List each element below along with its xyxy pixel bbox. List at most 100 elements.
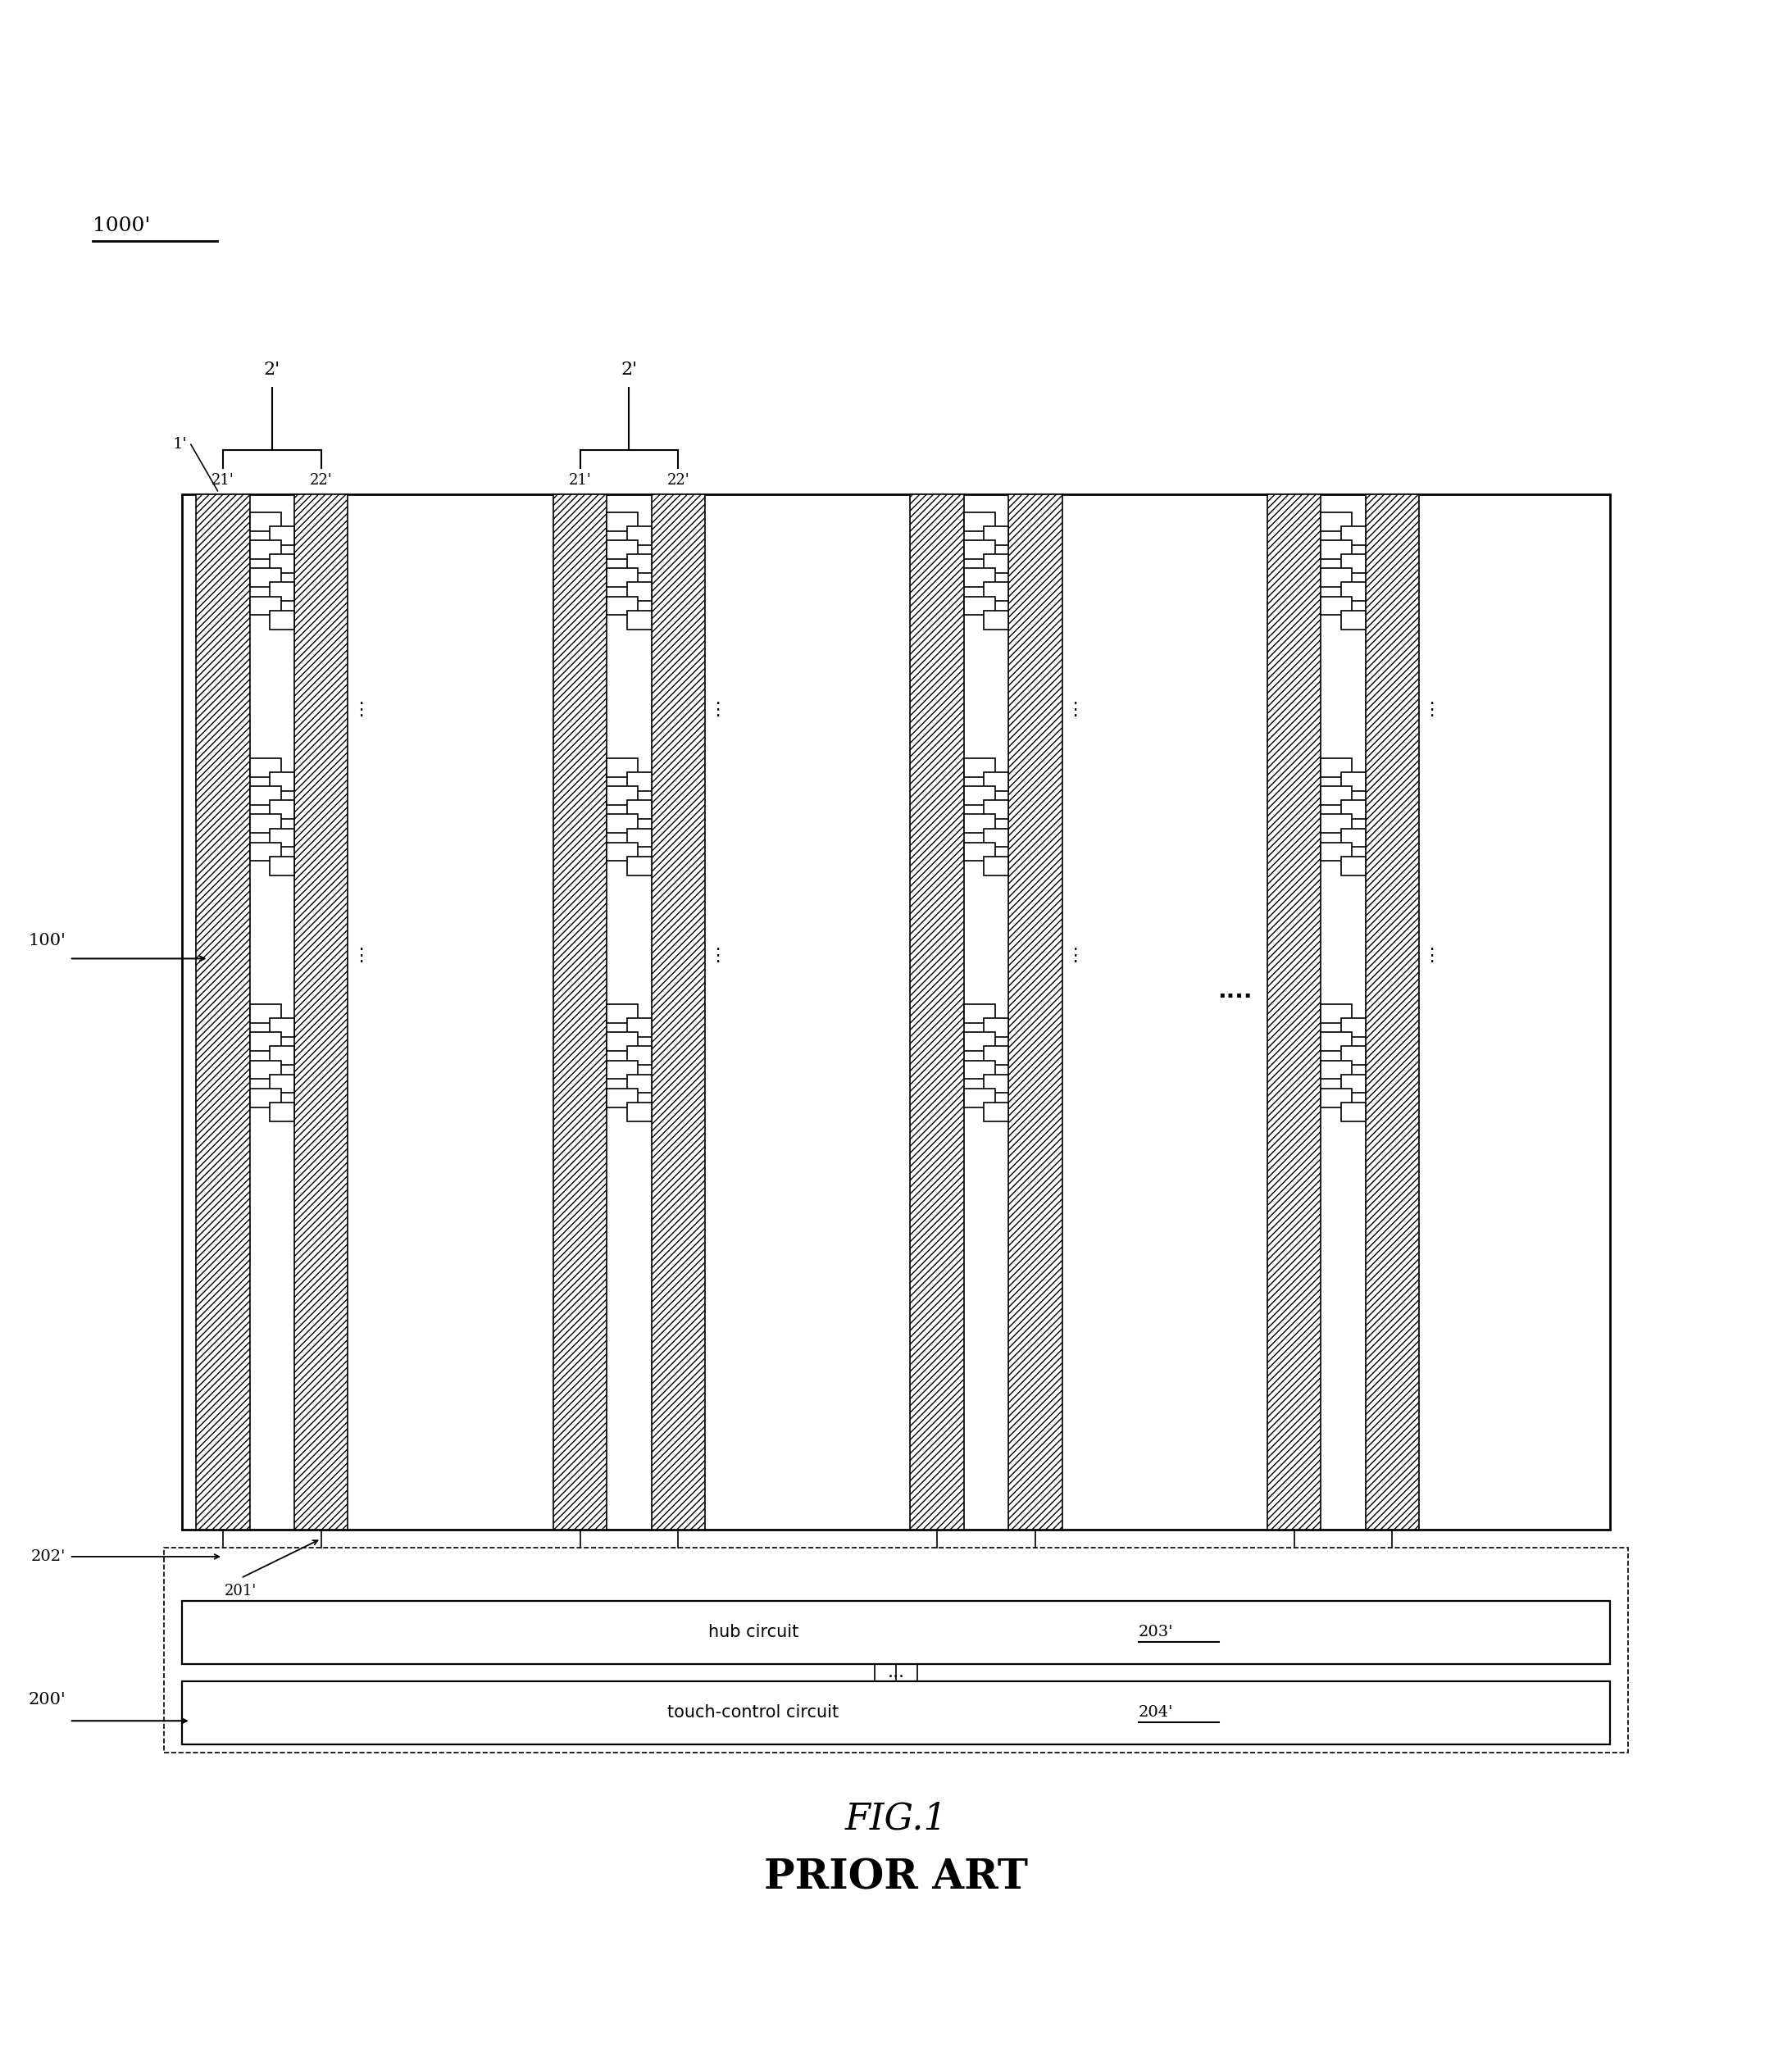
Bar xyxy=(271,525,294,546)
Bar xyxy=(1340,1102,1366,1121)
Bar xyxy=(627,1018,652,1036)
Bar xyxy=(249,787,281,805)
Bar xyxy=(627,1075,652,1094)
Bar xyxy=(964,1088,995,1106)
Bar xyxy=(964,787,995,805)
Bar xyxy=(964,814,995,832)
Text: 1': 1' xyxy=(172,437,188,451)
Text: 200': 200' xyxy=(29,1691,66,1708)
Bar xyxy=(910,494,964,1531)
Bar xyxy=(910,494,964,1531)
Bar xyxy=(607,513,638,531)
Bar xyxy=(183,1681,1609,1745)
Bar xyxy=(1321,1088,1353,1106)
Bar xyxy=(984,1046,1009,1065)
Text: 100': 100' xyxy=(29,933,66,948)
Text: ⋮: ⋮ xyxy=(1066,702,1084,719)
Bar xyxy=(984,610,1009,628)
Bar xyxy=(1366,494,1419,1531)
Bar xyxy=(627,1046,652,1065)
Bar xyxy=(1340,525,1366,546)
Bar xyxy=(271,828,294,847)
Bar xyxy=(627,857,652,875)
Bar xyxy=(1321,569,1353,587)
Text: hub circuit: hub circuit xyxy=(708,1623,799,1640)
Text: ⋮: ⋮ xyxy=(1423,948,1441,964)
Bar xyxy=(1321,1032,1353,1051)
Text: 202': 202' xyxy=(30,1549,66,1564)
Text: 2': 2' xyxy=(263,360,280,379)
Bar xyxy=(984,525,1009,546)
Bar xyxy=(964,1061,995,1079)
Text: FIG.1: FIG.1 xyxy=(844,1800,948,1838)
Bar xyxy=(964,513,995,531)
Bar xyxy=(627,801,652,820)
Text: touch-control circuit: touch-control circuit xyxy=(667,1704,839,1720)
Bar xyxy=(964,1005,995,1024)
Bar xyxy=(1366,494,1419,1531)
Bar xyxy=(1340,554,1366,573)
Text: 22': 22' xyxy=(310,474,333,488)
Bar xyxy=(271,583,294,602)
Text: PRIOR ART: PRIOR ART xyxy=(763,1858,1029,1897)
Bar xyxy=(964,540,995,558)
Bar xyxy=(1321,513,1353,531)
Bar xyxy=(249,540,281,558)
Bar xyxy=(249,1032,281,1051)
Bar xyxy=(249,513,281,531)
Bar xyxy=(984,801,1009,820)
Bar xyxy=(271,1102,294,1121)
Bar xyxy=(627,828,652,847)
Text: 201': 201' xyxy=(224,1584,256,1599)
Bar xyxy=(1340,1075,1366,1094)
Bar xyxy=(607,787,638,805)
Bar xyxy=(1267,494,1321,1531)
Bar xyxy=(183,494,1609,1531)
Bar xyxy=(271,610,294,628)
Bar xyxy=(984,828,1009,847)
Bar xyxy=(1340,1018,1366,1036)
Bar xyxy=(607,597,638,616)
Bar xyxy=(964,597,995,616)
Bar xyxy=(984,1075,1009,1094)
Bar xyxy=(1321,1005,1353,1024)
Bar xyxy=(195,494,249,1531)
Bar xyxy=(554,494,607,1531)
Bar xyxy=(607,1061,638,1079)
Bar xyxy=(627,772,652,791)
Bar xyxy=(652,494,704,1531)
Bar xyxy=(627,583,652,602)
Bar xyxy=(1321,1061,1353,1079)
Bar xyxy=(195,494,249,1531)
Text: ⋮: ⋮ xyxy=(708,702,726,719)
Bar xyxy=(1340,801,1366,820)
Bar xyxy=(1340,583,1366,602)
Bar xyxy=(294,494,348,1531)
Bar xyxy=(294,494,348,1531)
Bar xyxy=(1340,828,1366,847)
Bar xyxy=(271,772,294,791)
Bar xyxy=(627,554,652,573)
Bar xyxy=(271,554,294,573)
Text: 203': 203' xyxy=(1138,1625,1174,1640)
Bar xyxy=(1321,843,1353,861)
Text: ⋮: ⋮ xyxy=(351,702,369,719)
Bar xyxy=(1340,1046,1366,1065)
Bar xyxy=(984,554,1009,573)
Bar xyxy=(1340,857,1366,875)
Bar xyxy=(1321,814,1353,832)
Text: 1000': 1000' xyxy=(93,216,151,235)
Bar xyxy=(1267,494,1321,1531)
Bar xyxy=(607,843,638,861)
Bar xyxy=(607,814,638,832)
Bar xyxy=(607,1032,638,1051)
Bar xyxy=(607,758,638,777)
Bar xyxy=(249,569,281,587)
Bar xyxy=(271,1075,294,1094)
Bar xyxy=(984,583,1009,602)
Text: 22': 22' xyxy=(667,474,690,488)
Bar xyxy=(1340,772,1366,791)
Bar xyxy=(271,857,294,875)
Bar xyxy=(249,758,281,777)
Bar xyxy=(271,1046,294,1065)
